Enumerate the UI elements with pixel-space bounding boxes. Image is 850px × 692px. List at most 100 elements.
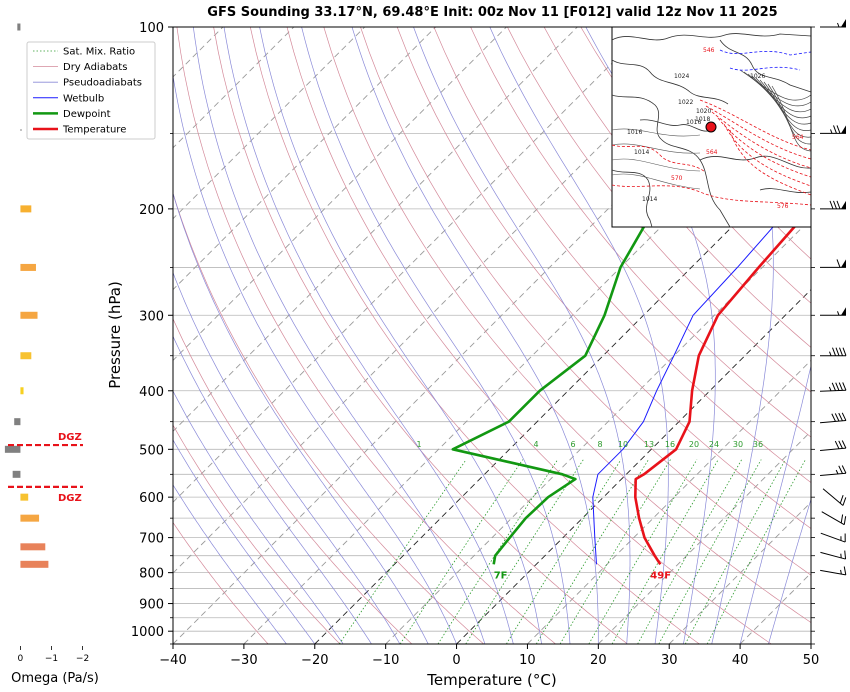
pseudoadiabat [413, 27, 631, 644]
pseudoadiabat [192, 27, 486, 644]
wind-barb [820, 440, 847, 451]
dry-adiabat [838, 27, 850, 644]
inset-height-label: 564 [792, 134, 804, 141]
inset-coastline [612, 59, 729, 105]
barb-staff [820, 551, 846, 560]
dry-adiabat [543, 27, 811, 348]
inset-height-contour [705, 105, 811, 160]
wind-barb [820, 465, 847, 476]
omega-tick-label: 0 [18, 654, 24, 664]
barb-full [834, 440, 840, 450]
x-tick-label: −10 [372, 653, 399, 668]
inset-isobar [771, 85, 811, 152]
omega-tick-label: −2 [76, 654, 89, 664]
omega-bar [20, 493, 29, 501]
pseudoadiabat [173, 271, 401, 644]
wind-barb [820, 125, 846, 134]
dry-adiabat [173, 317, 413, 644]
mixing-ratio-line [706, 459, 806, 644]
y-tick-label: 900 [139, 598, 164, 613]
inset-isobar-label: 1018 [695, 116, 710, 123]
barb-full [838, 382, 843, 391]
y-tick-label: 800 [139, 567, 164, 582]
isotherm-line [243, 76, 811, 644]
wind-barb [820, 19, 846, 28]
mixing-ratio-line [399, 459, 524, 644]
barb-full [836, 125, 841, 134]
dry-adiabat [360, 27, 811, 576]
legend-entry: Dewpoint [63, 109, 111, 120]
isotherm-line [597, 430, 811, 644]
isotherm-line [668, 501, 811, 644]
barb-full [844, 550, 847, 560]
y-tick-label: 400 [139, 385, 164, 400]
barb-full [838, 465, 843, 474]
dry-adiabat [507, 27, 811, 393]
inset-isobar [612, 158, 701, 172]
pseudoadiabat [173, 335, 372, 644]
pseudoadiabat [704, 27, 774, 644]
x-tick-label: −40 [159, 653, 186, 668]
barb-full [838, 412, 843, 422]
y-tick-label: 100 [139, 21, 164, 36]
y-tick-label: 600 [139, 491, 164, 506]
surface-temperature-label: 49F [650, 570, 671, 581]
mixing-ratio-label: 20 [689, 440, 699, 449]
omega-bar [20, 514, 40, 522]
inset-height-label: 576 [777, 203, 789, 210]
inset-height-label: 564 [706, 149, 718, 156]
inset-coastline [612, 33, 811, 41]
pseudoadiabat [585, 27, 716, 644]
legend-entry: Pseudoadiabats [63, 78, 142, 89]
barb-staff [819, 389, 847, 392]
wind-barbs [819, 19, 847, 576]
pseudoadiabat [489, 27, 669, 644]
wind-barb [820, 566, 847, 576]
dry-adiabat [580, 27, 811, 304]
mixing-ratio-label: 24 [709, 440, 719, 449]
inset-coastline [639, 119, 713, 132]
x-tick-label: 30 [661, 653, 678, 668]
inset-isobar [612, 128, 701, 137]
omega-panel: DGZ DGZ 0 −1 −2 Omega (Pa/s) [4, 23, 99, 686]
pseudoadiabat [768, 498, 811, 644]
barb-half [830, 129, 833, 134]
barb-full [832, 347, 836, 356]
x-tick-label: 20 [590, 653, 607, 668]
inset-height-contour [612, 144, 706, 173]
mixing-ratio-line [506, 459, 622, 644]
wind-barb [821, 511, 847, 526]
isotherm-line [385, 218, 811, 644]
dry-adiabat [433, 27, 811, 484]
dry-adiabat [286, 27, 772, 644]
inset-coastline [759, 188, 811, 193]
chart-legend: Sat. Mix. Ratio Dry Adiabats Pseudoadiabat… [26, 41, 156, 140]
barb-full [834, 413, 840, 422]
pseudoadiabat [173, 390, 344, 644]
dgz-label-bottom: DGZ [58, 493, 82, 504]
pseudoadiabat [739, 364, 811, 644]
inset-isobar [612, 143, 701, 154]
barb-flag [841, 125, 846, 134]
inset-height-contour [723, 123, 811, 187]
pseudoadiabat [223, 27, 514, 644]
inset-content: 1024 102610221020101810161016101410145465… [612, 33, 811, 227]
isotherm-line [173, 27, 791, 644]
barb-full [843, 566, 847, 575]
barb-staff [820, 420, 846, 424]
inset-isobar-label: 1020 [696, 108, 711, 115]
inset-isobar-label: 1026 [750, 73, 765, 80]
inset-coastline [612, 169, 653, 227]
inset-height-contour [612, 184, 811, 206]
barb-staff [820, 472, 846, 476]
barb-flag [841, 259, 846, 268]
omega-axis-label: Omega (Pa/s) [11, 671, 99, 686]
barb-full [838, 440, 843, 449]
omega-tick-label: −1 [45, 654, 58, 664]
omega-bar [20, 205, 32, 213]
omega-bar [20, 560, 49, 568]
skewt-profiles [451, 48, 811, 566]
mixing-ratio-line [684, 459, 786, 644]
